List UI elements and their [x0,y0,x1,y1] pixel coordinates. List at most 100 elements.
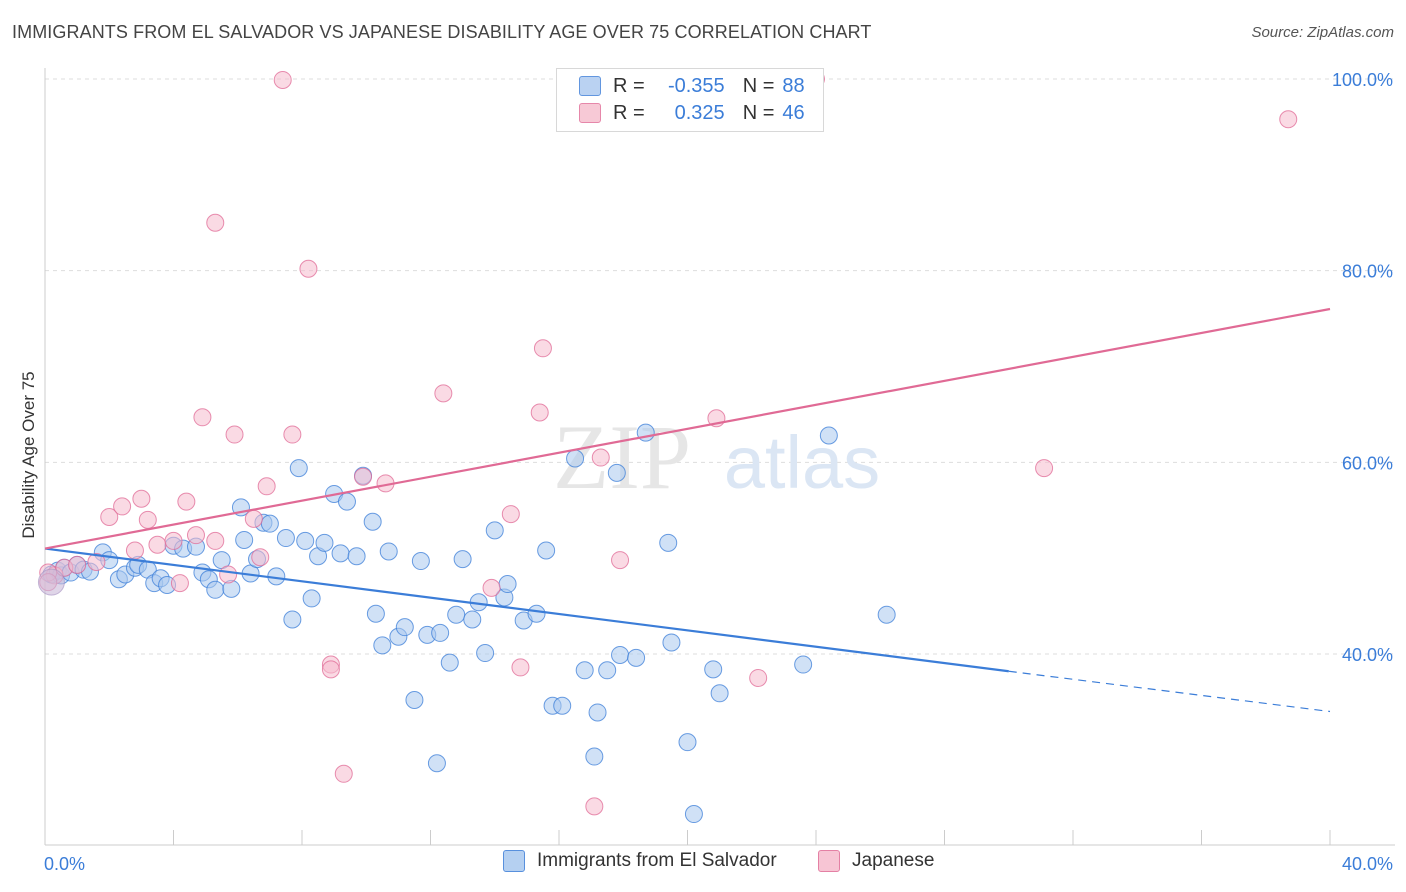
point-el-salvador [463,610,482,629]
point-el-salvador [598,661,617,680]
point-cluster [37,568,65,596]
y-tick-label: 60.0% [1342,453,1393,473]
series-legend-item-el-salvador[interactable]: Immigrants from El Salvador [503,850,777,872]
point-el-salvador [575,661,594,680]
point-el-salvador [347,547,366,566]
point-japanese [1035,459,1054,478]
point-el-salvador [498,575,517,594]
point-el-salvador [588,703,607,722]
point-japanese [68,555,87,574]
point-japanese [533,339,552,358]
point-el-salvador [627,648,646,667]
point-el-salvador [585,747,604,766]
point-japanese [591,448,610,467]
point-japanese [501,505,520,524]
point-el-salvador [315,533,334,552]
point-el-salvador [260,514,279,533]
point-japanese [321,660,340,679]
point-el-salvador [373,636,392,655]
tick-labels: 40.0% 60.0% 80.0% 100.0% 0.0% 40.0% [44,70,1393,874]
point-el-salvador [276,529,295,548]
point-el-salvador [704,660,723,679]
point-el-salvador [794,655,813,674]
point-el-salvador [331,544,350,563]
trend-line-el-salvador [44,547,1009,673]
point-el-salvador [411,552,430,571]
x-tick-label-max: 40.0% [1342,854,1393,874]
legend-row-blue: R = -0.355 N = 88 [579,73,805,99]
point-japanese [206,213,225,232]
axes [44,68,1395,846]
point-japanese [138,510,157,529]
point-japanese [585,797,604,816]
point-japanese [113,497,132,516]
point-el-salvador [337,492,356,511]
point-el-salvador [684,805,703,824]
point-japanese [170,574,189,593]
point-japanese [257,477,276,496]
series-swatch-pink [818,850,840,872]
legend-swatch-pink [579,103,601,123]
point-el-salvador [235,530,254,549]
point-japanese [1279,110,1298,129]
point-japanese [225,425,244,444]
point-japanese [251,548,270,567]
point-el-salvador [485,521,504,540]
point-japanese [334,764,353,783]
point-el-salvador [363,512,382,531]
point-japanese [125,541,144,560]
point-japanese [206,531,225,550]
point-japanese [749,668,768,687]
point-el-salvador [611,645,630,664]
point-el-salvador [607,463,626,482]
point-el-salvador [427,754,446,773]
point-el-salvador [678,733,697,752]
series-legend: Immigrants from El Salvador Japanese [0,850,1406,880]
point-el-salvador [447,605,466,624]
data-points [37,70,1298,824]
series-legend-item-japanese[interactable]: Japanese [818,850,934,872]
point-japanese [283,425,302,444]
point-el-salvador [877,605,896,624]
series-legend-label: Japanese [852,850,935,871]
trend-line-el-salvador-extension [1008,670,1331,713]
point-japanese [100,507,119,526]
point-el-salvador [206,580,225,599]
point-japanese [299,259,318,278]
stats-legend: R = -0.355 N = 88 R = 0.325 N = 46 [556,68,824,132]
point-el-salvador [283,610,302,629]
point-el-salvador [819,426,838,445]
trend-lines [44,307,1331,713]
point-japanese [219,565,238,584]
point-el-salvador [566,449,585,468]
legend-r-label: R = [613,101,645,124]
legend-row-pink: R = 0.325 N = 46 [579,100,805,126]
y-tick-label: 100.0% [1332,70,1393,90]
point-el-salvador [659,533,678,552]
point-japanese [177,492,196,511]
point-japanese [434,384,453,403]
point-el-salvador [296,531,315,550]
series-swatch-blue [503,850,525,872]
legend-n-label: N = [742,74,775,97]
point-japanese [132,489,151,508]
point-japanese [530,403,549,422]
legend-swatch-blue [579,76,601,96]
legend-n-value: 46 [782,101,805,124]
point-el-salvador [440,653,459,672]
point-el-salvador [537,541,556,560]
point-japanese [244,509,263,528]
trend-line-japanese [44,307,1331,550]
point-el-salvador [527,604,546,623]
series-legend-label: Immigrants from El Salvador [537,850,777,871]
y-tick-label: 80.0% [1342,262,1393,282]
point-japanese [87,553,106,571]
chart-title: IMMIGRANTS FROM EL SALVADOR VS JAPANESE … [12,22,872,42]
x-tick-label-min: 0.0% [44,854,85,874]
chart-source: Source: ZipAtlas.com [1251,24,1394,41]
point-japanese [193,408,212,427]
point-el-salvador [366,604,385,623]
point-japanese [164,531,183,550]
legend-n-label: N = [742,101,775,124]
point-japanese [148,535,167,554]
